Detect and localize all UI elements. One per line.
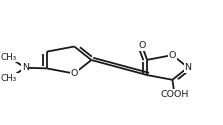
- Text: N: N: [22, 63, 29, 72]
- Text: CH₃: CH₃: [1, 53, 17, 62]
- Text: O: O: [138, 41, 145, 50]
- Text: N: N: [184, 63, 192, 72]
- Text: CH₃: CH₃: [1, 74, 17, 83]
- Text: O: O: [169, 51, 176, 60]
- Text: COOH: COOH: [160, 90, 189, 98]
- Text: O: O: [71, 69, 78, 78]
